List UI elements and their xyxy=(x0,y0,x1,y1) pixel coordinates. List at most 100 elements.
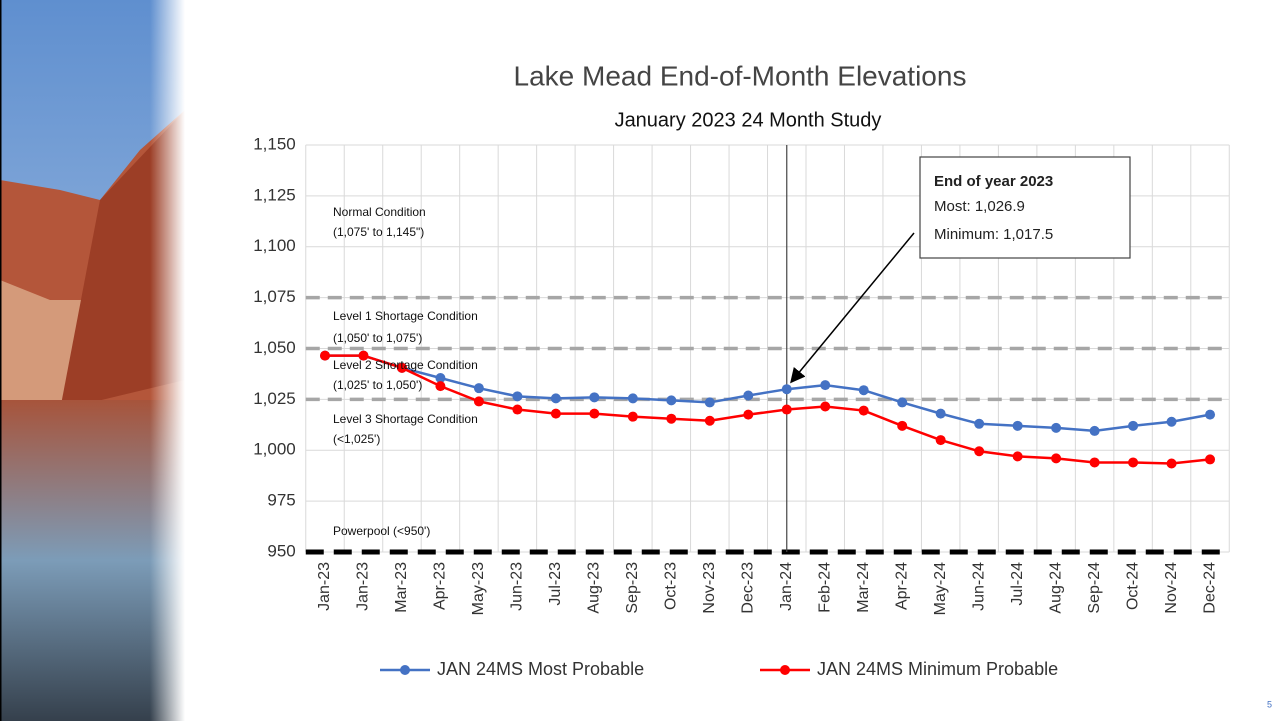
x-tick-label: Oct-24 xyxy=(1124,562,1141,610)
x-tick-label: Jun-24 xyxy=(970,562,987,611)
callout: End of year 2023 Most: 1,026.9 Minimum: … xyxy=(790,156,1131,384)
point xyxy=(743,390,754,401)
zone-label: Level 1 Shortage Condition xyxy=(333,309,478,323)
point xyxy=(589,392,600,403)
x-tick-label: Apr-24 xyxy=(893,562,910,610)
x-tick-label: Jul-23 xyxy=(547,562,564,606)
point xyxy=(1166,458,1177,469)
point xyxy=(974,446,985,457)
point xyxy=(858,405,869,416)
zone-label: (1,025' to 1,050') xyxy=(333,378,422,392)
point xyxy=(820,401,831,412)
point xyxy=(781,404,792,415)
zone-label: Normal Condition xyxy=(333,205,426,219)
legend-marker xyxy=(400,665,410,675)
point xyxy=(473,396,484,407)
x-tick-label: May-24 xyxy=(932,562,949,615)
x-tick-label: Apr-23 xyxy=(432,562,449,610)
x-tick-label: Jun-23 xyxy=(509,562,526,611)
point xyxy=(550,408,561,419)
zone-label: Level 3 Shortage Condition xyxy=(333,412,478,426)
x-tick-label: Nov-23 xyxy=(701,562,718,614)
point xyxy=(666,413,677,424)
point xyxy=(935,435,946,446)
y-tick-label: 975 xyxy=(267,491,295,510)
point xyxy=(1012,420,1023,431)
legend-label: JAN 24MS Minimum Probable xyxy=(817,659,1058,679)
point xyxy=(743,409,754,420)
point xyxy=(550,393,561,404)
point xyxy=(512,404,523,415)
point xyxy=(358,350,369,361)
y-tick-label: 1,025 xyxy=(253,389,296,408)
y-tick-label: 1,050 xyxy=(253,338,296,357)
point xyxy=(935,408,946,419)
point xyxy=(589,408,600,419)
x-tick-label: Nov-24 xyxy=(1163,562,1180,614)
plot: 950 975 1,000 1,025 1,050 1,075 1,100 1,125 1,15… xyxy=(253,134,1230,615)
series-line xyxy=(325,354,1211,433)
x-tick-label: Mar-24 xyxy=(855,562,872,613)
point xyxy=(435,373,446,384)
x-tick-label: Jul-24 xyxy=(1009,562,1026,606)
x-tick-label: Dec-23 xyxy=(739,562,756,614)
point xyxy=(897,420,908,431)
point xyxy=(1051,422,1062,433)
callout-line: Most: 1,026.9 xyxy=(934,198,1025,215)
zone-label: Level 2 Shortage Condition xyxy=(333,358,478,372)
legend: JAN 24MS Most Probable JAN 24MS Minimum P… xyxy=(380,659,1058,679)
point xyxy=(897,397,908,408)
y-tick-label: 1,150 xyxy=(253,134,296,153)
point xyxy=(704,415,715,426)
side-photo xyxy=(0,0,185,721)
point xyxy=(858,385,869,396)
zone-label: (<1,025') xyxy=(333,432,380,446)
x-tick-label: Sep-24 xyxy=(1086,562,1103,614)
point xyxy=(396,362,407,373)
x-tick-label: May-23 xyxy=(470,562,487,615)
x-tick-label: Jan-24 xyxy=(778,562,795,611)
x-tick-label: Feb-24 xyxy=(816,562,833,613)
point xyxy=(704,397,715,408)
y-tick-label: 1,100 xyxy=(253,236,296,255)
zone-label: (1,075' to 1,145") xyxy=(333,225,424,239)
chart-subtitle: January 2023 24 Month Study xyxy=(615,109,882,131)
legend-marker xyxy=(780,665,790,675)
point xyxy=(1128,420,1139,431)
x-tick-label: Oct-23 xyxy=(663,562,680,610)
slide-number: 5 xyxy=(1267,699,1272,709)
y-tick-label: 1,125 xyxy=(253,185,296,204)
point xyxy=(1205,454,1216,465)
zone-label: Powerpool (<950') xyxy=(333,524,430,538)
point xyxy=(1128,457,1139,468)
point xyxy=(627,411,638,422)
point xyxy=(435,381,446,392)
legend-label: JAN 24MS Most Probable xyxy=(437,659,644,679)
point xyxy=(974,418,985,429)
x-tick-label: Dec-24 xyxy=(1201,562,1218,614)
callout-line: Minimum: 1,017.5 xyxy=(934,226,1053,243)
point xyxy=(820,380,831,391)
point xyxy=(1205,409,1216,420)
point xyxy=(1089,425,1100,436)
x-tick-label: Aug-23 xyxy=(586,562,603,614)
x-tick-label: Mar-23 xyxy=(393,562,410,613)
x-tick-label: Jan-23 xyxy=(355,562,372,611)
point xyxy=(666,395,677,406)
point xyxy=(781,384,792,395)
point xyxy=(1012,451,1023,462)
point xyxy=(1051,453,1062,464)
chart-title: Lake Mead End-of-Month Elevations xyxy=(514,60,967,91)
y-tick-label: 950 xyxy=(267,541,295,560)
callout-title: End of year 2023 xyxy=(934,173,1053,190)
x-tick-label: Jan-23 xyxy=(316,562,333,611)
point xyxy=(512,391,523,402)
x-tick-label: Aug-24 xyxy=(1047,562,1064,614)
point xyxy=(627,393,638,404)
point xyxy=(473,383,484,394)
point xyxy=(1166,416,1177,427)
y-tick-label: 1,000 xyxy=(253,440,296,459)
x-tick-label: Sep-23 xyxy=(624,562,641,614)
point xyxy=(1089,457,1100,468)
